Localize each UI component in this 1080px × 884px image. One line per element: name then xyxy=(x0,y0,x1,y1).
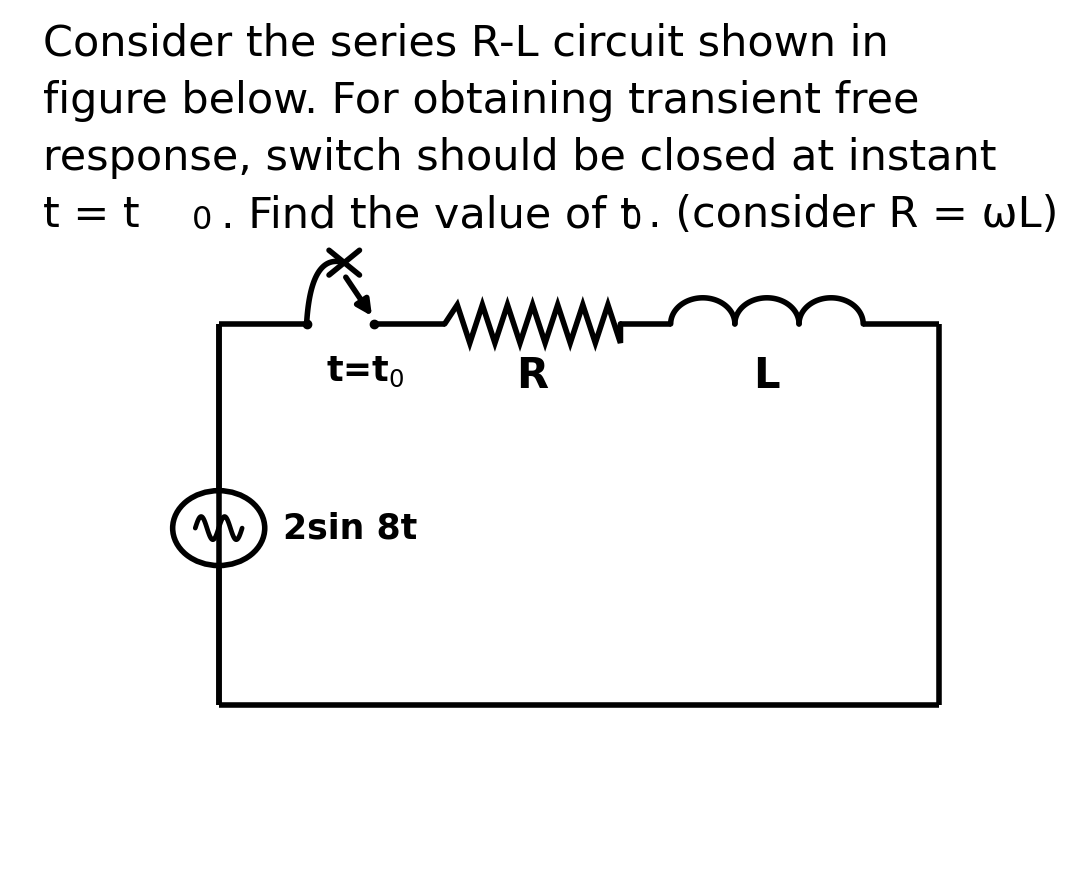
Text: figure below. For obtaining transient free: figure below. For obtaining transient fr… xyxy=(43,80,919,122)
Text: 0: 0 xyxy=(192,205,213,236)
Text: t = t: t = t xyxy=(43,194,139,237)
Text: Consider the series R-L circuit shown in: Consider the series R-L circuit shown in xyxy=(43,22,889,65)
Text: 0: 0 xyxy=(622,205,643,236)
Text: t=t$_0$: t=t$_0$ xyxy=(326,354,404,389)
Text: 2sin 8t: 2sin 8t xyxy=(283,511,417,545)
Text: L: L xyxy=(754,354,780,397)
Text: . Find the value of t: . Find the value of t xyxy=(221,194,637,237)
Text: . (consider R = ωL): . (consider R = ωL) xyxy=(648,194,1058,237)
Text: R: R xyxy=(516,354,549,397)
Text: response, switch should be closed at instant: response, switch should be closed at ins… xyxy=(43,137,997,179)
